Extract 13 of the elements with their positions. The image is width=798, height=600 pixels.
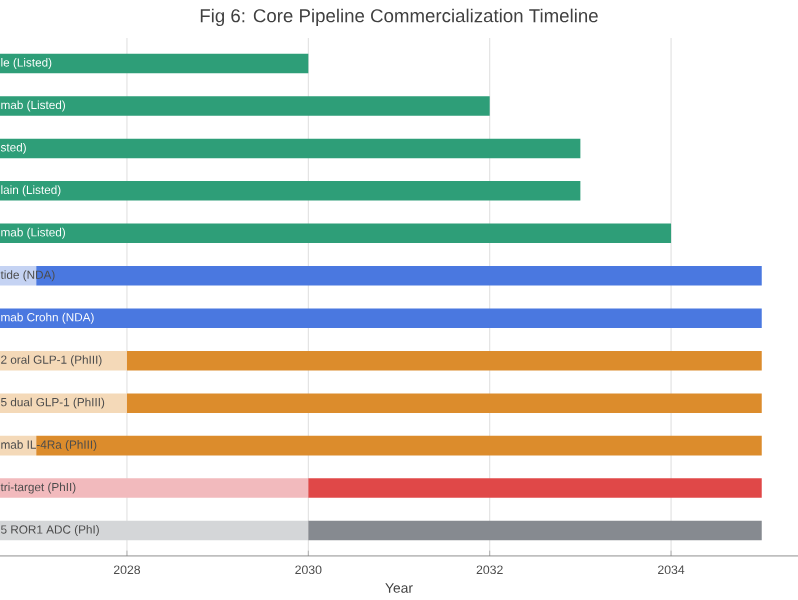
- bar: [126, 393, 762, 413]
- bar: [0, 308, 762, 328]
- bar: [126, 350, 762, 371]
- bar: [0, 53, 309, 74]
- bar: [308, 478, 762, 498]
- bar: [0, 478, 309, 498]
- chart-title: Fig 6: Core Pipeline Commercialization Timeline: [200, 8, 598, 27]
- bar: [0, 96, 490, 116]
- bar: [0, 181, 581, 201]
- bar: [0, 393, 127, 413]
- bar: [0, 223, 672, 244]
- bar: [0, 138, 581, 159]
- bar: [308, 520, 762, 541]
